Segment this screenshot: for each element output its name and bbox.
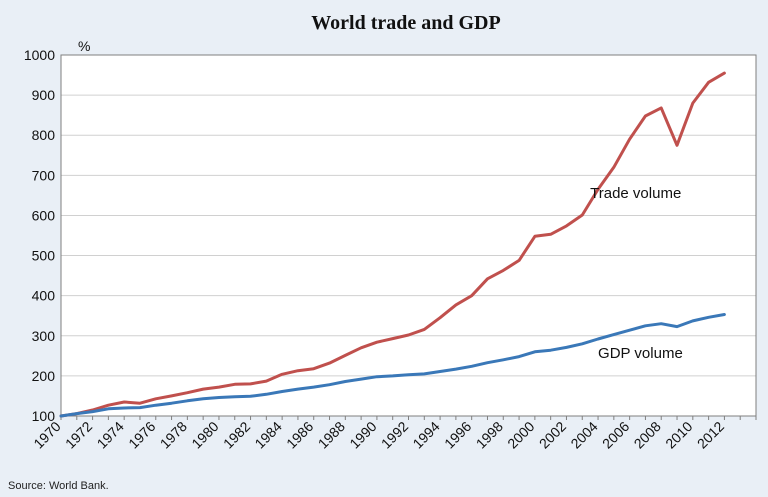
x-tick-label: 1976 <box>125 418 158 451</box>
x-tick-label: 2006 <box>599 418 632 451</box>
x-tick-label: 1994 <box>409 418 442 451</box>
x-tick-label: 2010 <box>662 418 695 451</box>
x-tick-label: 2004 <box>567 418 600 451</box>
x-tick-label: 1980 <box>188 418 221 451</box>
source-note: Source: World Bank. <box>8 480 109 492</box>
y-tick-label: 400 <box>32 288 56 304</box>
x-tick-label: 2002 <box>536 418 569 451</box>
x-tick-label: 1988 <box>315 418 348 451</box>
y-tick-label: 1000 <box>24 47 55 63</box>
y-tick-label: 700 <box>32 167 56 183</box>
x-tick-label: 1974 <box>94 418 127 451</box>
chart-title: World trade and GDP <box>311 12 500 34</box>
x-tick-label: 1998 <box>473 418 506 451</box>
x-tick-label: 1986 <box>283 418 316 451</box>
x-tick-label: 2000 <box>504 418 537 451</box>
y-tick-label: 300 <box>32 328 56 344</box>
series-annotation: Trade volume <box>590 185 681 202</box>
x-tick-label: 1984 <box>251 418 284 451</box>
y-tick-label: 500 <box>32 248 56 264</box>
plot-area <box>61 55 756 416</box>
y-tick-label: 600 <box>32 207 56 223</box>
x-tick-label: 1982 <box>220 418 253 451</box>
y-tick-label: 200 <box>32 368 56 384</box>
series-layer <box>59 71 726 418</box>
x-tick-label: 1978 <box>157 418 190 451</box>
series-annotation: GDP volume <box>598 345 683 362</box>
x-tick-label: 2008 <box>631 418 664 451</box>
x-tick-label: 1992 <box>378 418 411 451</box>
y-tick-label: 900 <box>32 87 56 103</box>
y-tick-label: 100 <box>32 408 56 424</box>
x-tick-label: 1972 <box>62 418 95 451</box>
x-tick-label: 1996 <box>441 418 474 451</box>
x-tick-label: 2012 <box>694 418 727 451</box>
y-axis-unit-label: % <box>78 38 90 54</box>
x-tick-label: 1990 <box>346 418 379 451</box>
y-tick-label: 800 <box>32 127 56 143</box>
series-line-trade-volume <box>59 71 726 418</box>
annotations: Trade volume GDP volume <box>590 185 683 362</box>
series-line-gdp-volume <box>59 313 726 418</box>
